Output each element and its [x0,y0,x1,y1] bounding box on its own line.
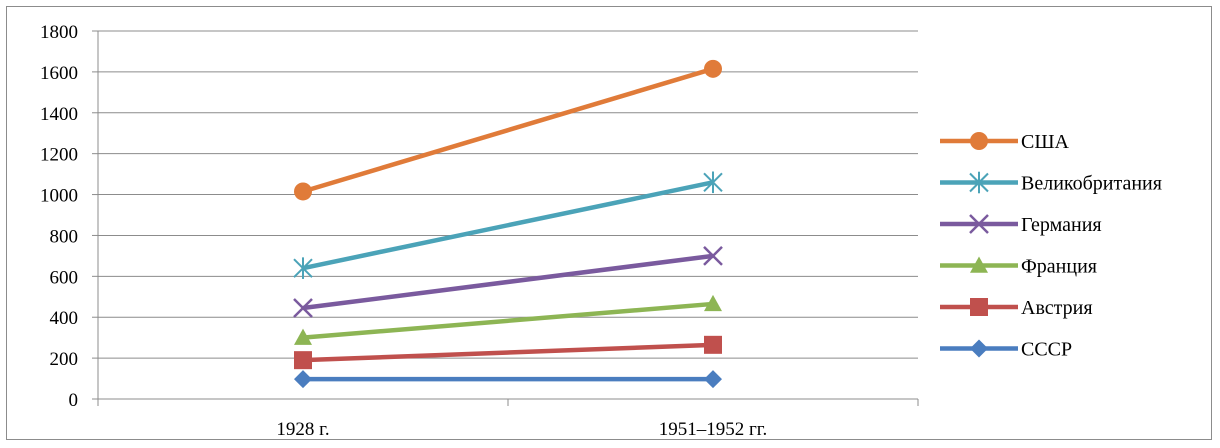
legend-item: СССР [940,339,1072,361]
grid-lines [98,30,918,359]
y-tick-labels: 0 200 400 600 800 1000 1200 1400 1600 1800 [40,22,78,411]
series-line [302,253,714,311]
data-point [294,370,312,389]
data-point [704,370,722,389]
legend-item: Великобритания [940,171,1162,195]
series-line [302,66,714,194]
data-point [703,171,723,194]
legend-swatch-marker [969,171,989,194]
legend-label: Франция [1021,256,1097,278]
series-lines [293,59,723,389]
legend-swatch-marker [970,256,988,273]
y-tick-label: 600 [50,267,79,288]
data-point [704,59,722,78]
y-tick-label: 1400 [40,104,78,125]
legend-label: США [1021,131,1070,153]
axes [92,30,919,406]
y-tick-label: 1800 [40,22,78,43]
y-tick-label: 1000 [40,186,78,207]
series-line [302,342,714,363]
legend-item: Германия [940,214,1102,236]
x-tick-label: 1951–1952 гг. [659,419,767,440]
series-line [302,301,714,340]
x-tick-label: 1928 г. [276,419,329,440]
legend-label: Великобритания [1021,173,1162,195]
legend-item: Франция [940,256,1097,278]
series-line [302,180,714,271]
data-point [294,182,312,201]
legend-label: Австрия [1021,297,1093,319]
y-tick-label: 0 [69,390,79,411]
y-tick-label: 1600 [40,63,78,84]
y-tick-label: 800 [50,226,79,247]
data-point [703,246,723,266]
legend-swatch-marker [969,214,989,234]
data-point [294,351,312,370]
legend-swatch-marker [970,298,988,316]
legend-item: США [940,131,1070,153]
data-point [704,335,722,354]
data-point [294,328,312,345]
legend-swatch-marker [970,132,988,150]
data-point [293,298,313,318]
y-tick-label: 1200 [40,145,78,166]
legend-label: СССР [1021,339,1072,361]
y-tick-label: 200 [50,349,79,370]
legend-swatch-marker [970,339,988,358]
data-point [293,257,313,279]
x-tick-labels: 1928 г. 1951–1952 гг. [276,419,767,440]
legend-item: Австрия [940,297,1093,319]
legend: США Великобритания Германия Франция Австрия С… [940,131,1162,361]
y-tick-label: 400 [50,308,79,329]
legend-label: Германия [1021,214,1102,236]
data-point [704,294,722,312]
